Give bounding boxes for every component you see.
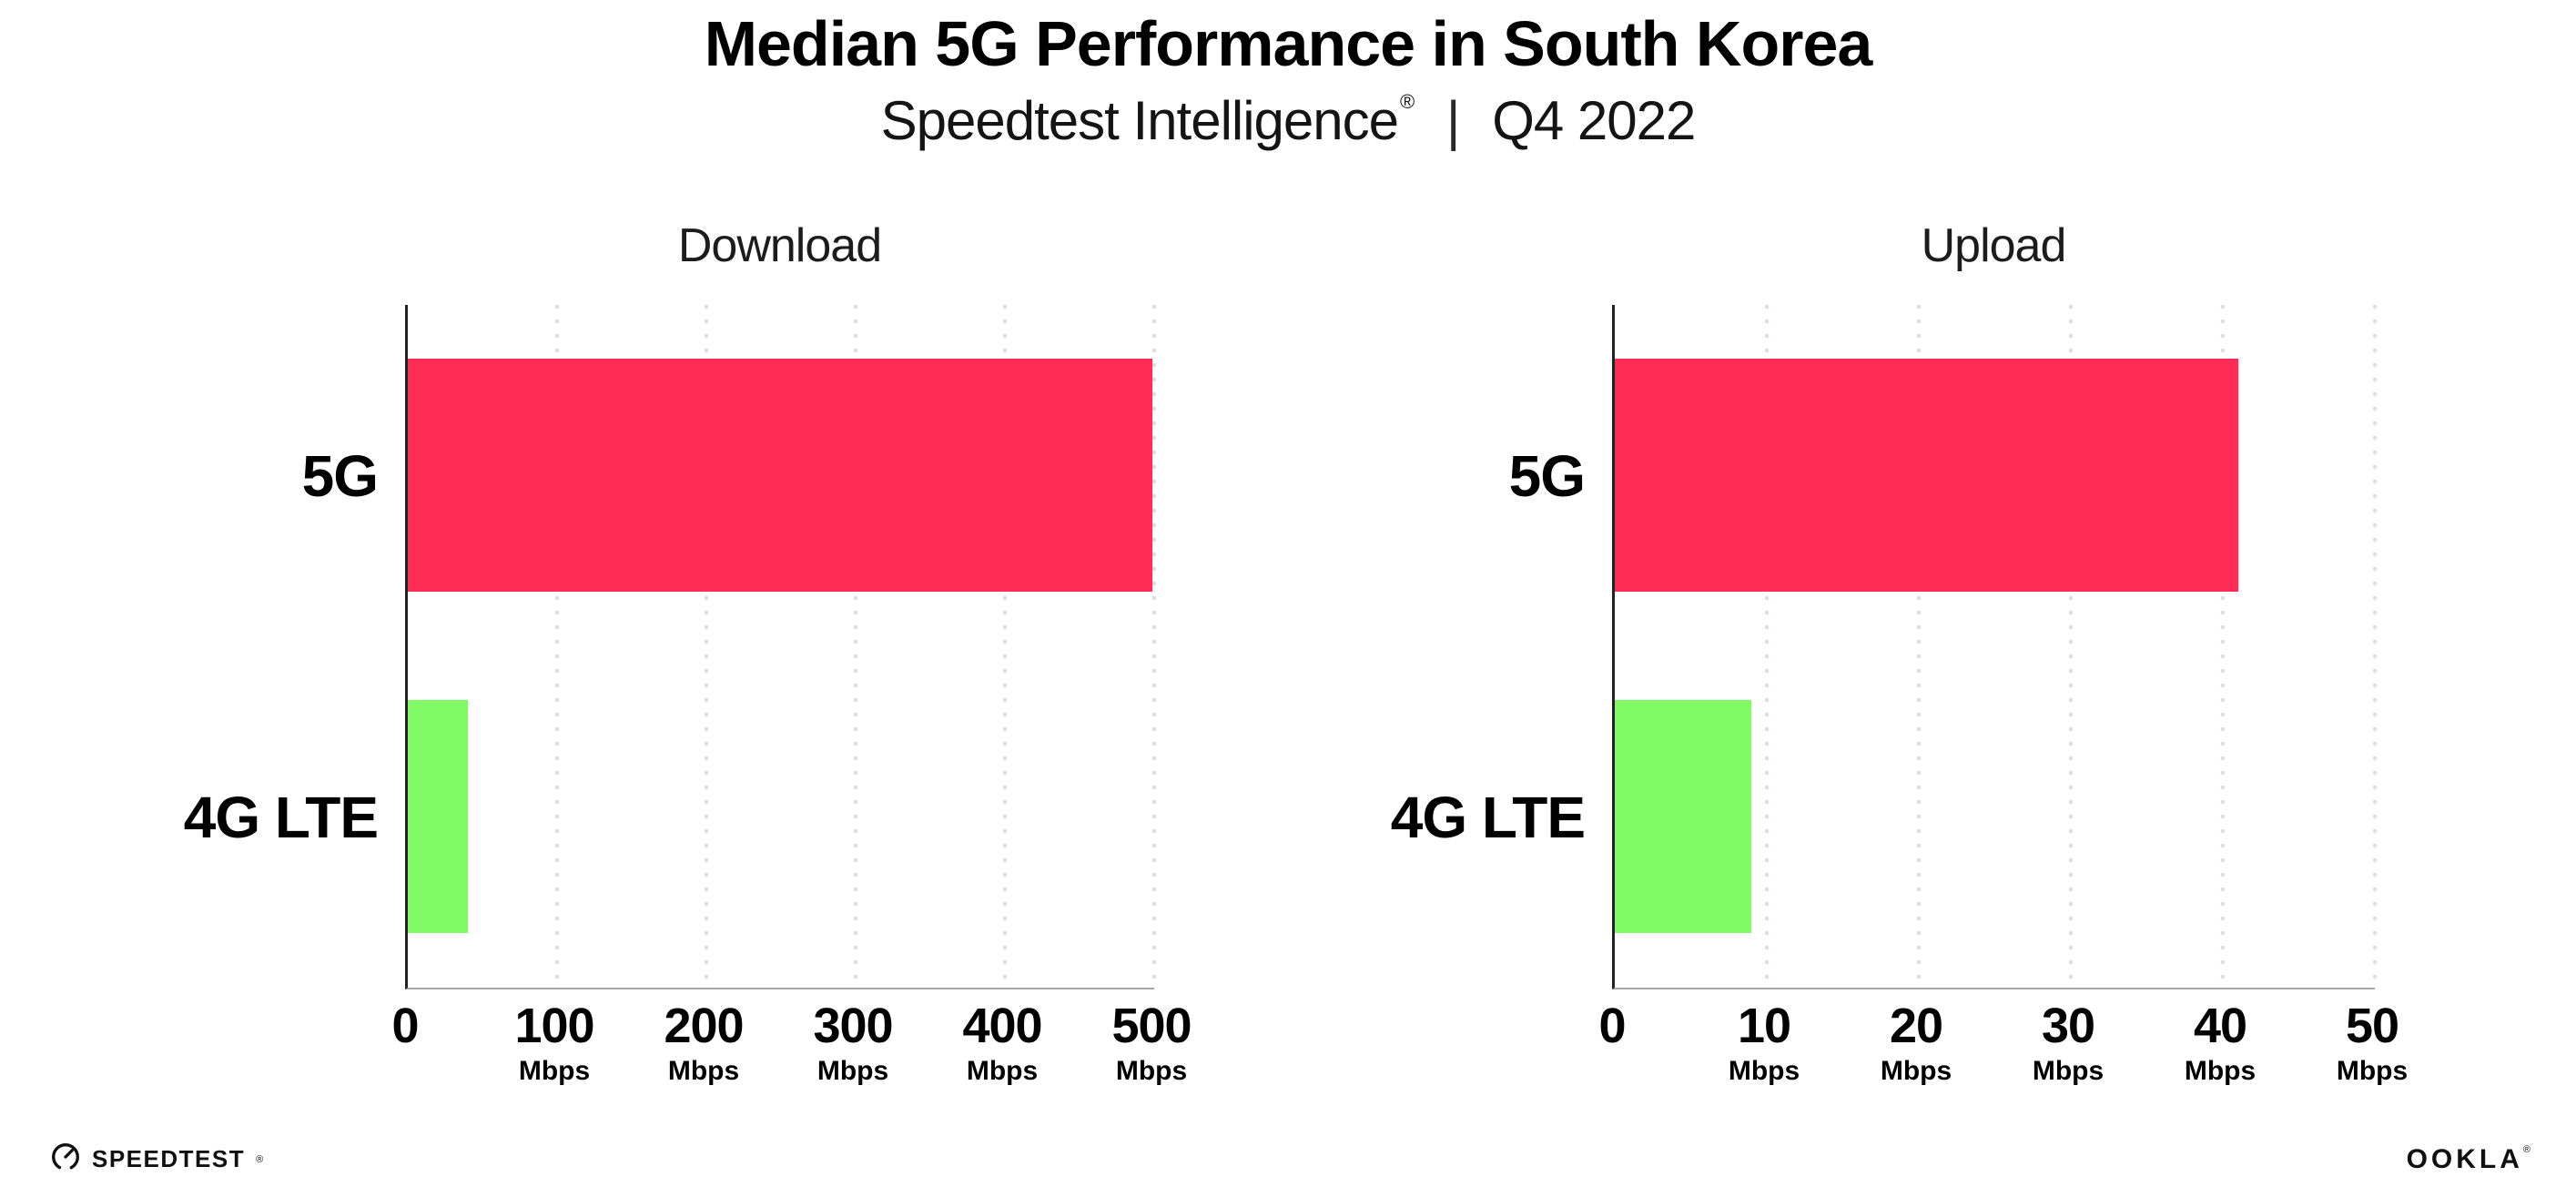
upload-chart-title: Upload: [1921, 219, 2067, 272]
upload-xtick-30: 30 Mbps: [2033, 1000, 2104, 1087]
upload-x-axis: 0 10 Mbps 20 Mbps 30 Mbps 40 Mbps 50 Mbps: [1598, 1000, 2408, 1123]
download-chart: Download 5G 4G LTE 0 100 Mbps 200 Mbps 300 Mbps…: [132, 218, 1192, 1123]
tick-unit: Mbps: [2032, 1055, 2104, 1086]
download-gridline-400: [1003, 305, 1007, 988]
upload-xtick-40: 40 Mbps: [2185, 1000, 2256, 1087]
download-gridline-200: [705, 305, 708, 988]
subtitle-period: Q4 2022: [1492, 89, 1696, 151]
upload-bar-4g-lte: [1615, 700, 1752, 933]
subtitle-product: Speedtest Intelligence: [880, 89, 1399, 151]
download-chart-title: Download: [677, 219, 882, 272]
chart-footer: SPEEDTEST ® OOKLA ®: [50, 1141, 2530, 1177]
upload-bar-row-5g: [1615, 305, 2375, 646]
upload-category-label-4g-lte: 4G LTE: [1390, 784, 1586, 850]
speedtest-logo: SPEEDTEST ®: [50, 1141, 263, 1177]
ookla-wordmark: OOKLA: [2406, 1143, 2523, 1174]
download-category-label-4g-lte: 4G LTE: [183, 784, 379, 850]
tick-unit: Mbps: [2184, 1055, 2257, 1086]
upload-xtick-10: 10 Mbps: [1729, 1000, 1800, 1087]
upload-plot-area: [1612, 305, 2377, 989]
upload-category-label-5g: 5G: [1508, 442, 1586, 509]
upload-xtick-20: 20 Mbps: [1881, 1000, 1952, 1087]
tick-value: 200: [664, 999, 744, 1053]
tick-value: 100: [514, 999, 594, 1053]
upload-xtick-0: 0: [1598, 999, 1626, 1053]
upload-xtick-50: 50 Mbps: [2337, 1000, 2408, 1087]
registered-mark: ®: [1400, 89, 1415, 113]
tick-value: 50: [2345, 999, 2399, 1053]
tick-unit: Mbps: [816, 1055, 889, 1086]
download-bar-5g: [408, 359, 1153, 592]
download-xtick-200: 200 Mbps: [664, 999, 744, 1087]
tick-unit: Mbps: [2336, 1055, 2409, 1086]
tick-unit: Mbps: [966, 1055, 1039, 1086]
tick-value: 400: [962, 999, 1042, 1053]
speedtest-gauge-icon: [50, 1141, 81, 1177]
download-x-axis: 0 100 Mbps 200 Mbps 300 Mbps 400 Mbps 500 Mbps: [391, 999, 1192, 1123]
tick-value: 0: [391, 999, 419, 1053]
speedtest-wordmark: SPEEDTEST: [92, 1145, 246, 1172]
subtitle-separator: |: [1445, 89, 1461, 151]
chart-main-title: Median 5G Performance in South Korea: [704, 8, 1873, 79]
download-xtick-300: 300 Mbps: [813, 999, 893, 1087]
tick-value: 500: [1111, 999, 1192, 1053]
ookla-registered-mark: ®: [2522, 1143, 2530, 1155]
download-bar-4g-lte: [408, 700, 468, 933]
upload-gridline-50: [2373, 305, 2377, 988]
download-xtick-400: 400 Mbps: [962, 999, 1042, 1087]
upload-gridline-10: [1765, 305, 1769, 988]
download-bar-row-5g: [408, 305, 1154, 646]
tick-unit: Mbps: [1115, 1055, 1188, 1086]
download-xtick-0: 0: [391, 999, 419, 1053]
tick-unit: Mbps: [1728, 1055, 1800, 1086]
download-bar-row-4g-lte: [408, 646, 1154, 988]
upload-gridline-40: [2221, 305, 2225, 988]
download-category-label-5g: 5G: [301, 442, 379, 509]
download-xtick-500: 500 Mbps: [1111, 999, 1192, 1087]
upload-y-axis-labels: 5G 4G LTE: [1339, 305, 1586, 988]
tick-value: 30: [2041, 999, 2095, 1053]
upload-gridline-20: [1917, 305, 1921, 988]
tick-value: 10: [1737, 999, 1791, 1053]
tick-unit: Mbps: [667, 1055, 740, 1086]
download-gridline-100: [555, 305, 559, 988]
chart-header: Median 5G Performance in South Korea Spe…: [0, 8, 2576, 152]
chart-subtitle: Speedtest Intelligence® | Q4 2022: [0, 89, 2576, 152]
tick-value: 300: [813, 999, 893, 1053]
download-plot-area: [405, 305, 1156, 989]
upload-chart-body: 5G 4G LTE: [1339, 305, 2377, 989]
download-gridline-500: [1152, 305, 1156, 988]
download-gridline-300: [854, 305, 857, 988]
tick-value: 40: [2193, 999, 2247, 1053]
download-xtick-100: 100 Mbps: [514, 999, 594, 1087]
upload-gridline-30: [2069, 305, 2073, 988]
tick-value: 20: [1889, 999, 1943, 1053]
tick-unit: Mbps: [1880, 1055, 1952, 1086]
upload-bar-5g: [1615, 359, 2238, 592]
download-y-axis-labels: 5G 4G LTE: [132, 305, 379, 988]
speedtest-registered-mark: ®: [256, 1153, 264, 1165]
upload-chart: Upload 5G 4G LTE 0 10 Mbps 20 Mbps 30 Mbps 40 Mbp…: [1339, 218, 2408, 1123]
tick-value: 0: [1598, 999, 1626, 1053]
ookla-logo: OOKLA ®: [2407, 1144, 2530, 1175]
download-chart-body: 5G 4G LTE: [132, 305, 1156, 989]
tick-unit: Mbps: [518, 1055, 591, 1086]
upload-bar-row-4g-lte: [1615, 646, 2375, 988]
